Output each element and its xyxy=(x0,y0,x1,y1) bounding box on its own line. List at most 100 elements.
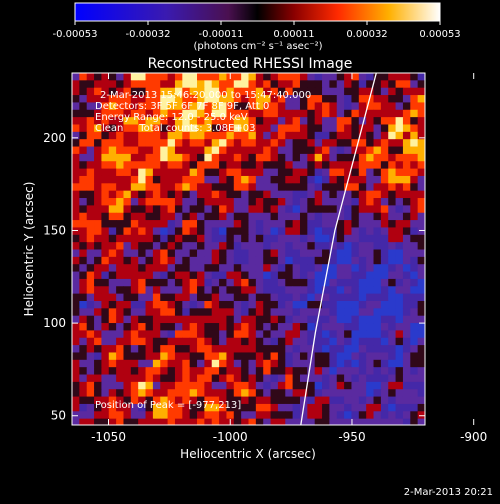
heatmap-cell xyxy=(263,293,271,302)
heatmap-cell xyxy=(299,278,308,287)
heatmap-cell xyxy=(152,256,161,265)
heatmap-cell xyxy=(410,403,419,412)
heatmap-cell xyxy=(263,242,271,250)
heatmap-cell xyxy=(241,124,249,133)
heatmap-cell xyxy=(160,330,168,339)
heatmap-cell xyxy=(329,161,338,169)
heatmap-cell xyxy=(336,330,345,339)
heatmap-cell xyxy=(94,367,102,375)
heatmap-cell xyxy=(174,227,183,236)
heatmap-cell xyxy=(292,300,301,309)
heatmap-cell xyxy=(219,168,227,177)
heatmap-cell xyxy=(197,337,205,346)
heatmap-cell xyxy=(233,220,242,228)
heatmap-cell xyxy=(417,381,425,390)
heatmap-cell xyxy=(285,359,294,368)
heatmap-cell xyxy=(189,271,198,280)
heatmap-cell xyxy=(79,212,88,221)
heatmap-cell xyxy=(255,271,264,280)
heatmap-cell xyxy=(270,87,279,96)
heatmap-cell xyxy=(241,87,249,96)
heatmap-cell xyxy=(299,367,308,375)
heatmap-cell xyxy=(174,330,183,339)
heatmap-cell xyxy=(145,323,154,331)
heatmap-cell xyxy=(211,249,220,258)
heatmap-cell xyxy=(351,337,360,346)
heatmap-cell xyxy=(219,323,227,331)
heatmap-cell xyxy=(329,212,338,221)
heatmap-cell xyxy=(380,139,389,147)
heatmap-cell xyxy=(358,345,367,353)
heatmap-cell xyxy=(329,374,338,383)
heatmap-cell xyxy=(277,205,286,214)
heatmap-cell xyxy=(314,256,323,265)
heatmap-cell xyxy=(351,352,360,361)
heatmap-cell xyxy=(130,220,139,228)
heatmap-cell xyxy=(123,242,132,250)
heatmap-cell xyxy=(417,345,425,353)
heatmap-cell xyxy=(79,418,88,425)
heatmap-cell xyxy=(299,256,308,265)
heatmap-cell xyxy=(130,381,139,390)
heatmap-cell xyxy=(101,367,110,375)
heatmap-cell xyxy=(248,315,257,324)
heatmap-cell xyxy=(344,293,352,302)
heatmap-cell xyxy=(395,124,404,133)
heatmap-cell xyxy=(336,139,345,147)
heatmap-cell xyxy=(197,315,205,324)
heatmap-cell xyxy=(174,367,183,375)
heatmap-cell xyxy=(248,175,257,184)
heatmap-cell xyxy=(277,102,286,111)
heatmap-cell xyxy=(322,345,330,353)
heatmap-cell xyxy=(189,234,198,243)
heatmap-cell xyxy=(211,102,220,111)
heatmap-cell xyxy=(94,102,102,111)
heatmap-cell xyxy=(248,212,257,221)
heatmap-cell xyxy=(402,352,411,361)
heatmap-cell xyxy=(410,153,419,162)
heatmap-cell xyxy=(395,242,404,250)
heatmap-cell xyxy=(395,256,404,265)
heatmap-cell xyxy=(285,95,294,103)
heatmap-cell xyxy=(380,212,389,221)
heatmap-cell xyxy=(189,411,198,420)
heatmap-cell xyxy=(292,131,301,140)
heatmap-cell xyxy=(116,117,124,125)
heatmap-cell xyxy=(145,212,154,221)
heatmap-cell xyxy=(322,198,330,206)
heatmap-cell xyxy=(417,161,425,169)
heatmap-cell xyxy=(329,220,338,228)
heatmap-cell xyxy=(322,183,330,192)
heatmap-cell xyxy=(145,345,154,353)
heatmap-cell xyxy=(277,220,286,228)
heatmap-cell xyxy=(233,264,242,272)
heatmap-cell xyxy=(189,286,198,295)
heatmap-cell xyxy=(277,242,286,250)
heatmap-cell xyxy=(123,190,132,199)
heatmap-cell xyxy=(314,308,323,317)
heatmap-cell xyxy=(189,131,198,140)
heatmap-cell xyxy=(299,124,308,133)
heatmap-cell xyxy=(263,345,271,353)
heatmap-cell xyxy=(248,227,257,236)
heatmap-cell xyxy=(86,249,95,258)
heatmap-cell xyxy=(152,308,161,317)
heatmap-cell xyxy=(138,139,146,147)
heatmap-cell xyxy=(189,367,198,375)
heatmap-cell xyxy=(160,234,168,243)
colorbar-tick-label: -0.00032 xyxy=(126,29,171,40)
heatmap-cell xyxy=(351,323,360,331)
heatmap-cell xyxy=(307,220,316,228)
heatmap-cell xyxy=(145,352,154,361)
heatmap-cell xyxy=(138,249,146,258)
heatmap-cell xyxy=(358,381,367,390)
heatmap-cell xyxy=(395,308,404,317)
heatmap-cell xyxy=(292,359,301,368)
heatmap-cell xyxy=(285,220,294,228)
heatmap-cell xyxy=(417,198,425,206)
heatmap-cell xyxy=(329,300,338,309)
heatmap-cell xyxy=(255,323,264,331)
heatmap-cell xyxy=(366,411,374,420)
heatmap-cell xyxy=(292,403,301,412)
heatmap-cell xyxy=(86,381,95,390)
